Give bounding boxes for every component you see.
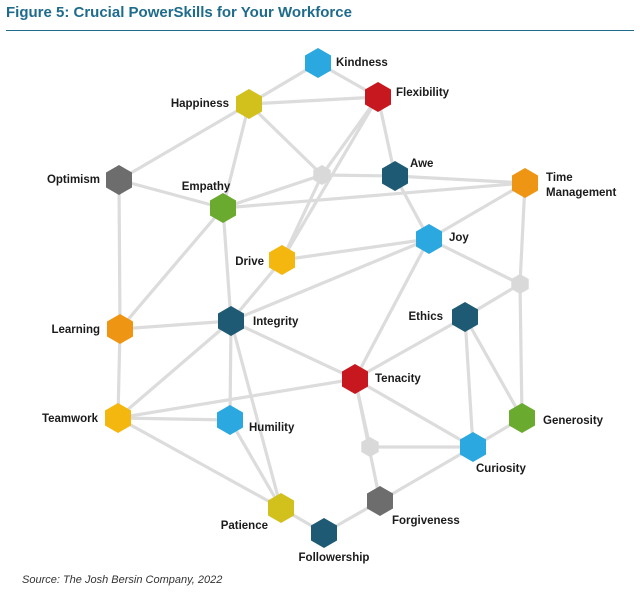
node-humility-hexagon bbox=[217, 405, 243, 435]
node-flexibility-hexagon bbox=[365, 82, 391, 112]
edge-optimism-learning bbox=[117, 178, 122, 331]
node-empathy-label: Empathy bbox=[182, 181, 231, 193]
node-learning-label: Learning bbox=[51, 324, 100, 336]
edge-integrity-patience bbox=[229, 319, 283, 510]
node-flexibility-label: Flexibility bbox=[396, 87, 450, 99]
node-learning-hexagon bbox=[107, 314, 133, 344]
node-time-hexagon bbox=[512, 168, 538, 198]
edge-j1-empathy bbox=[221, 173, 324, 210]
node-optimism-hexagon bbox=[106, 165, 132, 195]
edge-curiosity-forgiveness bbox=[378, 445, 475, 503]
edge-humility-patience bbox=[228, 418, 283, 510]
node-j3-hexagon bbox=[361, 437, 379, 457]
node-patience-label: Patience bbox=[221, 520, 268, 532]
edge-joy-tenacity bbox=[353, 237, 431, 381]
source-note: Source: The Josh Bersin Company, 2022 bbox=[22, 574, 223, 586]
edges-group bbox=[116, 61, 527, 535]
node-j1-hexagon bbox=[313, 165, 331, 185]
edge-empathy-learning bbox=[118, 206, 225, 331]
edge-time-joy bbox=[427, 181, 527, 241]
node-ethics-label: Ethics bbox=[408, 311, 443, 323]
edge-j1-drive bbox=[280, 173, 324, 262]
edge-tenacity-curiosity bbox=[353, 377, 475, 449]
node-curiosity-hexagon bbox=[460, 432, 486, 462]
edge-drive-joy bbox=[280, 237, 431, 262]
figure-title: Figure 5: Crucial PowerSkills for Your W… bbox=[6, 4, 352, 21]
edge-learning-integrity bbox=[118, 319, 233, 331]
node-teamwork-label: Teamwork bbox=[42, 413, 99, 425]
node-happiness-hexagon bbox=[236, 89, 262, 119]
node-drive-hexagon bbox=[269, 245, 295, 275]
edge-happiness-j1 bbox=[247, 102, 324, 177]
node-kindness-hexagon bbox=[305, 48, 331, 78]
edge-teamwork-patience bbox=[116, 416, 283, 510]
node-followership-hexagon bbox=[311, 518, 337, 548]
edge-awe-time bbox=[393, 174, 527, 185]
edge-integrity-tenacity bbox=[229, 319, 357, 381]
node-kindness-label: Kindness bbox=[336, 57, 388, 69]
edge-ethics-tenacity bbox=[353, 315, 467, 381]
title-rule bbox=[6, 30, 634, 31]
node-followership-label: Followership bbox=[299, 552, 370, 564]
labels-group: Kindness Flexibility Happiness Awe Time Manag… bbox=[42, 57, 616, 564]
edge-ethics-generosity bbox=[463, 315, 524, 420]
node-awe-label: Awe bbox=[410, 158, 433, 170]
node-patience-hexagon bbox=[268, 493, 294, 523]
node-j2-hexagon bbox=[511, 274, 529, 294]
edge-drive-integrity bbox=[229, 258, 284, 323]
edge-integrity-teamwork bbox=[116, 319, 233, 420]
node-happiness-label: Happiness bbox=[171, 98, 229, 110]
edge-empathy-integrity bbox=[221, 206, 233, 323]
node-forgiveness-label: Forgiveness bbox=[392, 515, 460, 527]
node-drive-label: Drive bbox=[235, 256, 264, 268]
edge-joy-integrity bbox=[229, 237, 431, 323]
edge-learning-teamwork bbox=[116, 327, 122, 420]
edge-happiness-empathy bbox=[221, 102, 251, 210]
node-teamwork-hexagon bbox=[105, 403, 131, 433]
node-ethics-hexagon bbox=[452, 302, 478, 332]
edge-teamwork-humility bbox=[116, 416, 232, 422]
node-integrity-label: Integrity bbox=[253, 316, 299, 328]
edge-time-j2 bbox=[518, 181, 527, 286]
edge-joy-j2 bbox=[427, 237, 522, 286]
node-curiosity-label: Curiosity bbox=[476, 463, 526, 475]
edge-tenacity-teamwork bbox=[116, 377, 357, 420]
node-tenacity-hexagon bbox=[342, 364, 368, 394]
edge-time-empathy bbox=[221, 181, 527, 210]
node-joy-hexagon bbox=[416, 224, 442, 254]
edge-happiness-optimism bbox=[117, 102, 251, 182]
edge-happiness-flexibility bbox=[247, 95, 380, 106]
node-generosity-hexagon bbox=[509, 403, 535, 433]
node-integrity-hexagon bbox=[218, 306, 244, 336]
node-joy-label: Joy bbox=[449, 232, 469, 244]
node-empathy-hexagon bbox=[210, 193, 236, 223]
node-optimism-label: Optimism bbox=[47, 174, 100, 186]
node-time-label: Time Management bbox=[546, 172, 616, 199]
edge-j2-generosity bbox=[518, 282, 524, 420]
node-awe-hexagon bbox=[382, 161, 408, 191]
edge-optimism-empathy bbox=[117, 178, 225, 210]
node-forgiveness-hexagon bbox=[367, 486, 393, 516]
node-generosity-label: Generosity bbox=[543, 415, 604, 427]
node-tenacity-label: Tenacity bbox=[375, 373, 421, 385]
nodes-group bbox=[105, 48, 538, 548]
node-humility-label: Humility bbox=[249, 422, 295, 434]
edge-integrity-humility bbox=[228, 319, 233, 422]
edge-ethics-curiosity bbox=[463, 315, 475, 449]
